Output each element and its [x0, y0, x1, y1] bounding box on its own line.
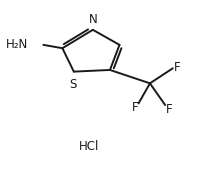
Text: S: S [69, 78, 77, 91]
Text: HCl: HCl [79, 140, 99, 153]
Text: H₂N: H₂N [6, 38, 28, 51]
Text: F: F [132, 101, 138, 114]
Text: F: F [174, 61, 180, 74]
Text: N: N [88, 13, 97, 26]
Text: F: F [166, 103, 173, 116]
